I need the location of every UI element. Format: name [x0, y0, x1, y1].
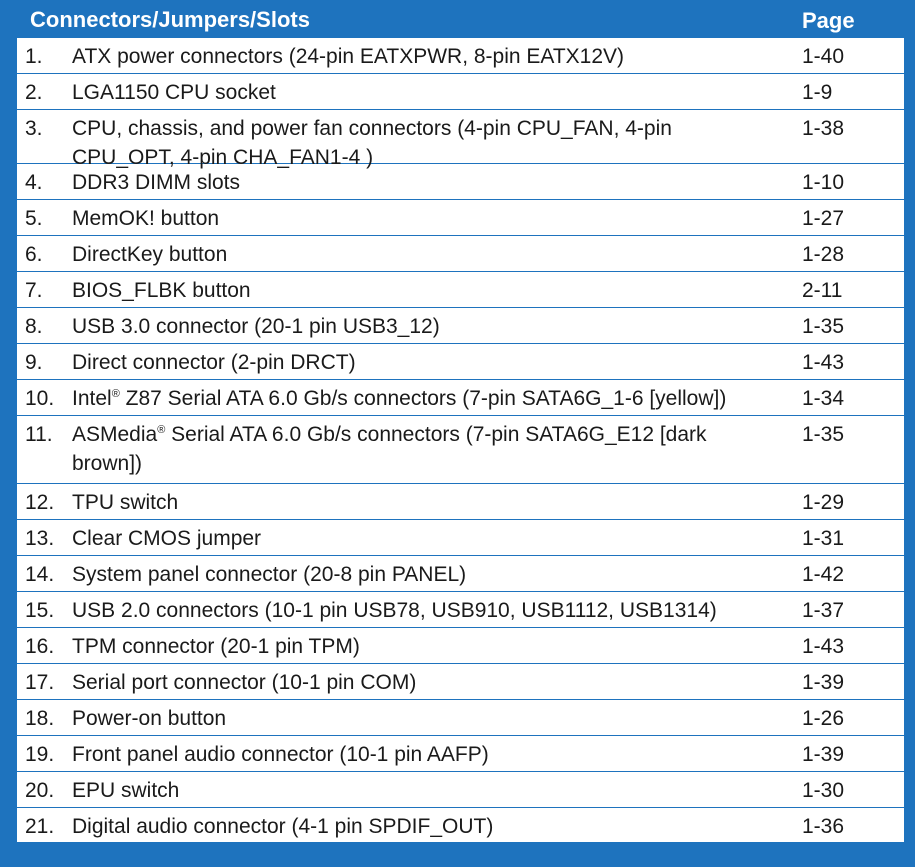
row-page: 1-31 [802, 527, 845, 550]
row-number: 13. [25, 527, 55, 550]
row-description: Clear CMOS jumper [72, 527, 262, 550]
row-description-brand: Intel [72, 387, 112, 410]
row-description: Direct connector (2-pin DRCT) [72, 351, 356, 374]
row-page: 1-39 [802, 671, 845, 694]
row-number: 3. [25, 117, 43, 140]
row-description: Front panel audio connector (10-1 pin AA… [72, 743, 489, 766]
table-row: 16. TPM connector (20-1 pin TPM) 1-43 [17, 628, 904, 664]
row-description: Digital audio connector (4-1 pin SPDIF_O… [72, 815, 494, 838]
row-description: ASMedia® Serial ATA 6.0 Gb/s connectors … [72, 420, 772, 478]
table-row: 11. ASMedia® Serial ATA 6.0 Gb/s connecto… [17, 416, 904, 484]
row-description-text: Z87 Serial ATA 6.0 Gb/s connectors (7-pi… [119, 387, 727, 410]
row-page: 1-43 [802, 635, 845, 658]
table-header: Connectors/Jumpers/Slots Page [0, 0, 915, 38]
row-description: Power-on button [72, 707, 227, 730]
row-description: DDR3 DIMM slots [72, 171, 241, 194]
table-row: 12. TPU switch 1-29 [17, 484, 904, 520]
row-number: 9. [25, 351, 43, 374]
table-row: 13. Clear CMOS jumper 1-31 [17, 520, 904, 556]
row-number: 7. [25, 279, 43, 302]
row-description: Intel® Z87 Serial ATA 6.0 Gb/s connector… [72, 384, 772, 413]
row-description: ATX power connectors (24-pin EATXPWR, 8-… [72, 45, 625, 68]
row-number: 4. [25, 171, 43, 194]
row-description: EPU switch [72, 779, 180, 802]
table-row: 9. Direct connector (2-pin DRCT) 1-43 [17, 344, 904, 380]
registered-mark: ® [111, 388, 120, 400]
row-number: 20. [25, 779, 55, 802]
table-row: 18. Power-on button 1-26 [17, 700, 904, 736]
row-description: MemOK! button [72, 207, 220, 230]
row-description: Serial port connector (10-1 pin COM) [72, 671, 417, 694]
row-number: 6. [25, 243, 43, 266]
row-number: 12. [25, 491, 55, 514]
row-number: 8. [25, 315, 43, 338]
row-page: 1-28 [802, 243, 845, 266]
row-number: 18. [25, 707, 55, 730]
row-page: 1-29 [802, 491, 845, 514]
table-row: 19. Front panel audio connector (10-1 pin… [17, 736, 904, 772]
row-description: USB 2.0 connectors (10-1 pin USB78, USB9… [72, 599, 717, 622]
row-number: 2. [25, 81, 43, 104]
table-row: 20. EPU switch 1-30 [17, 772, 904, 808]
row-page: 1-10 [802, 171, 845, 194]
row-page: 1-40 [802, 45, 845, 68]
table-body: 1. ATX power connectors (24-pin EATXPWR, … [17, 38, 904, 842]
row-number: 15. [25, 599, 55, 622]
row-page: 1-9 [802, 81, 833, 104]
row-description: CPU, chassis, and power fan connectors (… [72, 117, 672, 169]
row-number: 17. [25, 671, 55, 694]
table-row: 17. Serial port connector (10-1 pin COM) 1… [17, 664, 904, 700]
row-page: 1-36 [802, 815, 845, 838]
row-description: DirectKey button [72, 243, 228, 266]
row-description: TPM connector (20-1 pin TPM) [72, 635, 360, 658]
table-row: 4. DDR3 DIMM slots 1-10 [17, 164, 904, 200]
row-number: 19. [25, 743, 55, 766]
table-row: 3. CPU, chassis, and power fan connectors… [17, 110, 904, 169]
table-row: 2. LGA1150 CPU socket 1-9 [17, 74, 904, 110]
header-connectors: Connectors/Jumpers/Slots [30, 7, 310, 32]
row-page: 1-27 [802, 207, 845, 230]
row-page: 2-11 [802, 279, 843, 302]
row-page: 1-30 [802, 779, 845, 802]
header-page: Page [802, 8, 855, 33]
row-description-text: Serial ATA 6.0 Gb/s connectors (7-pin SA… [72, 423, 707, 475]
table-row: 6. DirectKey button 1-28 [17, 236, 904, 272]
row-page: 1-42 [802, 563, 845, 586]
table-row: 10. Intel® Z87 Serial ATA 6.0 Gb/s connec… [17, 380, 904, 416]
row-page: 1-43 [802, 351, 845, 374]
row-number: 11. [25, 423, 53, 446]
row-number: 14. [25, 563, 55, 586]
row-number: 5. [25, 207, 43, 230]
table-row: 5. MemOK! button 1-27 [17, 200, 904, 236]
row-page: 1-34 [802, 387, 845, 410]
registered-mark: ® [157, 424, 166, 436]
row-page: 1-35 [802, 423, 845, 446]
table-row: 1. ATX power connectors (24-pin EATXPWR, … [17, 38, 904, 74]
row-description: USB 3.0 connector (20-1 pin USB3_12) [72, 315, 440, 338]
row-description: LGA1150 CPU socket [72, 81, 276, 104]
row-description: System panel connector (20-8 pin PANEL) [72, 563, 467, 586]
row-page: 1-37 [802, 599, 845, 622]
row-description-brand: ASMedia [72, 423, 158, 446]
row-number: 1. [25, 45, 43, 68]
row-number: 16. [25, 635, 55, 658]
table-row: 15. USB 2.0 connectors (10-1 pin USB78, U… [17, 592, 904, 628]
row-number: 10. [25, 387, 55, 410]
table-row: 14. System panel connector (20-8 pin PANE… [17, 556, 904, 592]
row-page: 1-39 [802, 743, 845, 766]
table-row: 7. BIOS_FLBK button 2-11 [17, 272, 904, 308]
row-number: 21. [25, 815, 55, 838]
table-row: 8. USB 3.0 connector (20-1 pin USB3_12) 1-… [17, 308, 904, 344]
table-row: 21. Digital audio connector (4-1 pin SPDI… [17, 808, 904, 842]
row-page: 1-35 [802, 315, 845, 338]
row-page: 1-38 [802, 117, 845, 140]
row-page: 1-26 [802, 707, 845, 730]
row-description: TPU switch [72, 491, 179, 514]
row-description: BIOS_FLBK button [72, 279, 251, 302]
